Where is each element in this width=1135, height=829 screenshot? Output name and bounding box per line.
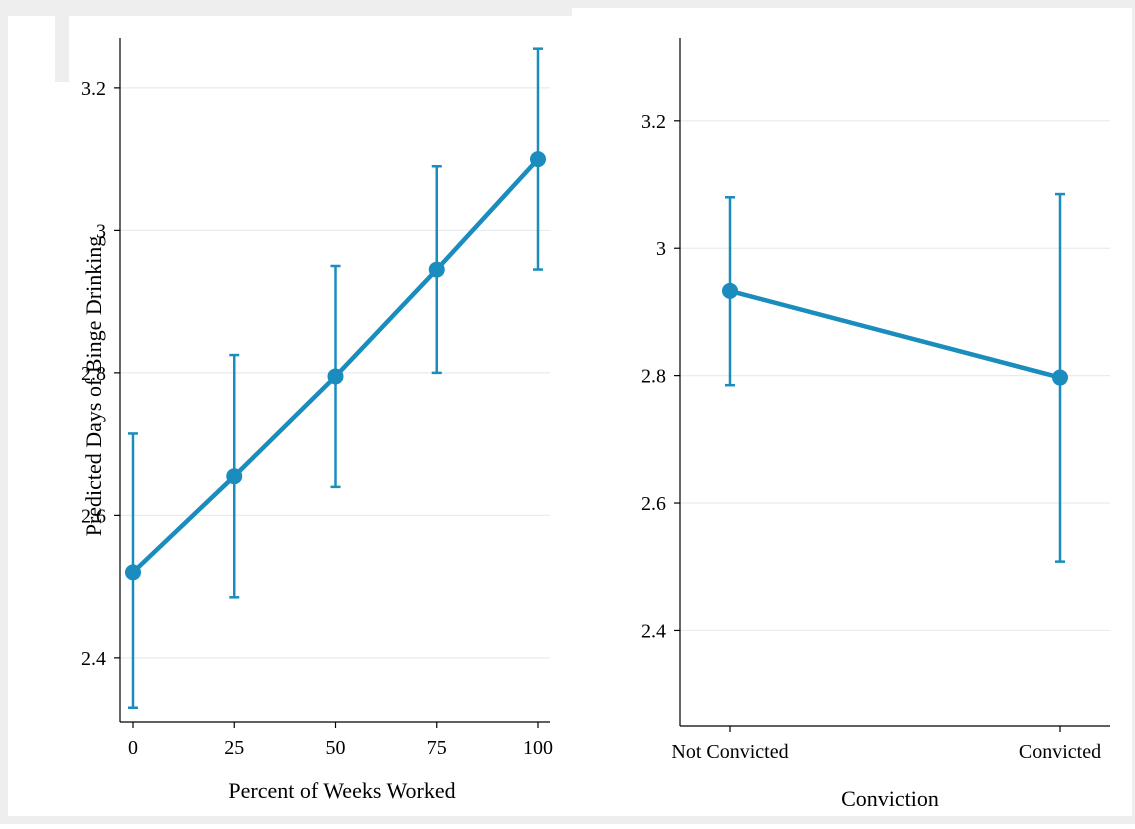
data-point <box>1052 369 1068 386</box>
y-tick-label: 3.2 <box>641 111 666 133</box>
y-tick-label: 3.2 <box>81 78 106 100</box>
y-tick-label: 2.6 <box>641 493 666 515</box>
data-point <box>428 261 445 278</box>
data-point <box>226 468 243 485</box>
right-panel-background <box>572 8 1132 816</box>
x-tick-label: 75 <box>427 737 447 759</box>
left-y-axis-title: Predicted Days of Binge Drinking <box>81 236 106 537</box>
right-gridlines <box>680 120 1110 632</box>
right-points <box>722 282 1068 386</box>
data-point <box>530 151 546 168</box>
right-axes <box>679 38 1110 727</box>
left-panel-background <box>8 16 572 816</box>
series-line <box>729 288 1061 380</box>
x-tick-label: 25 <box>224 737 244 759</box>
left-panel-notch <box>55 16 69 82</box>
y-tick-label: 2.4 <box>641 620 666 642</box>
data-point <box>125 564 141 581</box>
y-tick-label: 2.8 <box>641 366 666 388</box>
x-tick-label: 50 <box>326 737 346 759</box>
left-points <box>125 151 546 581</box>
right-x-ticks: Not Convicted Convicted <box>671 726 1101 763</box>
x-tick-label: Not Convicted <box>671 741 788 763</box>
y-tick-label: 2.6 <box>81 505 106 527</box>
x-tick-label: 100 <box>523 737 553 759</box>
y-tick-label: 2.8 <box>81 363 106 385</box>
right-x-axis-title: Conviction <box>841 786 939 811</box>
y-tick-label: 3 <box>96 220 106 242</box>
left-x-ticks: 0 25 50 75 100 <box>128 722 553 759</box>
data-point <box>722 282 738 299</box>
left-y-ticks: 2.4 2.6 2.8 3 3.2 <box>81 78 120 670</box>
y-tick-label: 2.4 <box>81 648 106 670</box>
left-x-axis-title: Percent of Weeks Worked <box>228 778 455 803</box>
x-tick-label: 0 <box>128 737 138 759</box>
right-y-ticks: 2.4 2.6 2.8 3 3.2 <box>641 111 680 642</box>
right-series-line <box>729 288 1061 380</box>
x-tick-label: Convicted <box>1019 741 1101 763</box>
data-point <box>327 368 344 385</box>
y-tick-label: 3 <box>656 238 666 260</box>
